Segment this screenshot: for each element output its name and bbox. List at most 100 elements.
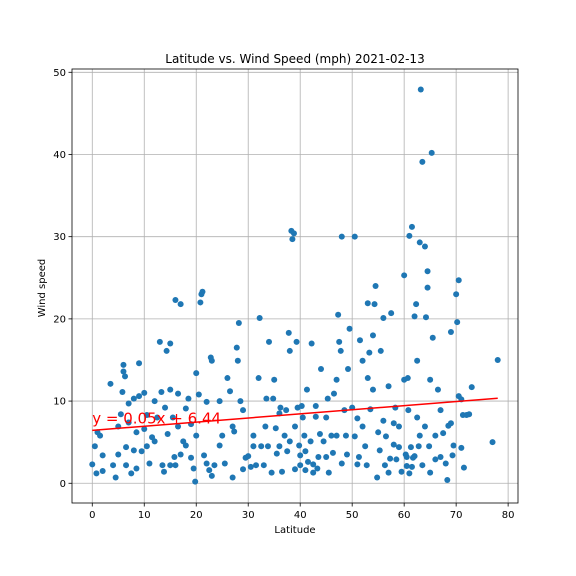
x-tick-label: 60 (398, 510, 411, 521)
scatter-point (444, 476, 451, 483)
scatter-point (270, 395, 277, 402)
scatter-point (208, 357, 215, 364)
scatter-point (298, 403, 305, 410)
scatter-point (426, 443, 433, 450)
scatter-point (286, 438, 293, 445)
scatter-point (283, 407, 290, 414)
scatter-point (401, 272, 408, 279)
scatter-point (240, 407, 247, 414)
scatter-point (266, 338, 273, 345)
x-tick-label: 40 (294, 510, 307, 521)
scatter-point (201, 452, 208, 459)
scatter-point (193, 370, 200, 377)
scatter-point (380, 417, 387, 424)
plot-frame (71, 68, 519, 504)
scatter-point (314, 465, 321, 472)
scatter-point (123, 444, 130, 451)
scatter-point (312, 403, 319, 410)
scatter-point (335, 311, 342, 318)
scatter-point (421, 243, 428, 250)
scatter-point (271, 376, 278, 383)
scatter-point (136, 393, 143, 400)
scatter-point (235, 319, 242, 326)
scatter-point (398, 468, 405, 475)
scatter-point (494, 356, 501, 363)
scatter-point (156, 338, 163, 345)
scatter-point (308, 340, 315, 347)
scatter-point (453, 291, 460, 298)
scatter-point (328, 432, 335, 439)
scatter-point (190, 465, 197, 472)
scatter-point (408, 463, 415, 470)
scatter-point (406, 470, 413, 477)
scatter-point (458, 444, 465, 451)
scatter-point (312, 413, 319, 420)
scatter-point (268, 469, 275, 476)
scatter-point (442, 460, 449, 467)
scatter-point (374, 474, 381, 481)
scatter-point (404, 375, 411, 382)
scatter-point (408, 223, 415, 230)
scatter-point (227, 388, 234, 395)
scatter-point (143, 412, 150, 419)
scatter-point (206, 467, 213, 474)
scatter-point (437, 453, 444, 460)
scatter-point (447, 420, 454, 427)
scatter-point (292, 423, 298, 430)
scatter-point (362, 443, 369, 450)
regression-line (92, 397, 498, 432)
scatter-point (146, 460, 153, 467)
scatter-point (258, 443, 265, 450)
scatter-point (284, 448, 291, 455)
scatter-point (203, 398, 210, 405)
scatter-point (434, 386, 441, 393)
scatter-point (382, 433, 389, 440)
scatter-point (221, 460, 228, 467)
scatter-point (260, 462, 267, 469)
scatter-point (333, 432, 340, 439)
scatter-point (273, 450, 280, 457)
scatter-point (302, 448, 309, 455)
scatter-point (143, 443, 150, 450)
scatter-point (338, 460, 345, 467)
scatter-point (115, 451, 122, 458)
scatter-point (158, 389, 165, 396)
scatter-point (330, 390, 337, 397)
x-tick-label: 70 (450, 510, 463, 521)
scatter-point (188, 454, 195, 461)
scatter-point (403, 453, 410, 460)
scatter-point (169, 414, 176, 421)
scatter-point (366, 349, 373, 356)
scatter-point (117, 411, 124, 418)
scatter-point (141, 389, 148, 396)
scatter-point (136, 360, 143, 367)
chart-title: Latitude vs. Wind Speed (mph) 2021-02-13 (165, 52, 424, 66)
scatter-point (154, 414, 161, 421)
scatter-point (302, 467, 309, 474)
scatter-point (240, 466, 247, 473)
scatter-point (411, 313, 418, 320)
scatter-point (333, 376, 340, 383)
scatter-point (208, 472, 215, 479)
scatter-point (216, 442, 223, 449)
scatter-point (329, 449, 336, 456)
x-tick-label: 50 (346, 510, 359, 521)
scatter-point (296, 442, 303, 449)
scatter-point (276, 443, 283, 450)
scatter-point (262, 423, 269, 430)
scatter-point (407, 444, 414, 451)
scatter-point (197, 299, 204, 306)
scatter-point (175, 390, 182, 397)
scatter-point (336, 338, 343, 345)
scatter-point (449, 452, 456, 459)
scatter-point (355, 453, 362, 460)
scatter-point (285, 329, 292, 336)
scatter-point (377, 347, 384, 354)
scatter-point (315, 453, 322, 460)
scatter-point (245, 453, 252, 460)
scatter-point (369, 386, 376, 393)
scatter-point (346, 325, 353, 332)
scatter-point (177, 451, 184, 458)
scatter-point (162, 404, 169, 411)
